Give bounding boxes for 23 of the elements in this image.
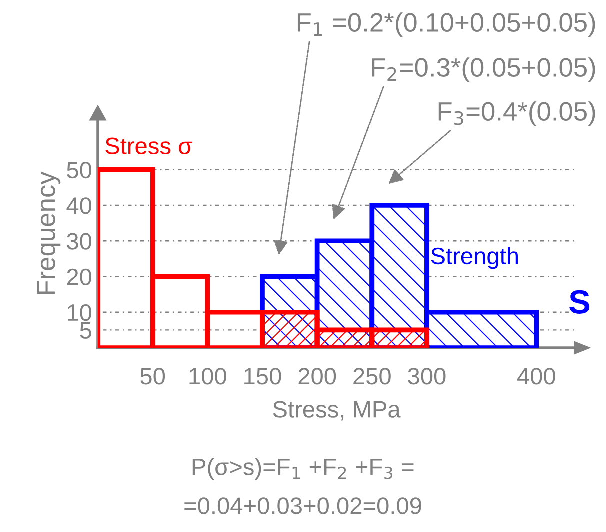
- series-label: Stress σ: [106, 138, 192, 155]
- annotation: F$_{3}$=0.4*(0.05): [438, 102, 596, 126]
- text: F$_{1}$ =0.2*(0.10+0.05+0.05): [298, 12, 596, 38]
- y-tick-label: 5: [80, 322, 92, 339]
- text: P(σ>s)=F$_{1}$ +F$_{2}$ +F$_{3}$ =: [192, 458, 414, 480]
- y-tick-label: 10: [68, 304, 92, 322]
- x-axis-title: Stress, MPa: [273, 401, 401, 421]
- y-tick-label: 40: [66, 198, 92, 214]
- x-tick-label: 100: [190, 368, 226, 385]
- x-tick-label: 400: [517, 368, 556, 385]
- y-tick-label: 50: [67, 162, 92, 179]
- x-tick-label: 300: [408, 368, 446, 385]
- series-label: Strength: [431, 247, 518, 270]
- y-tick-label: 30: [67, 233, 92, 250]
- text: =0.04+0.03+0.02=0.09: [184, 498, 422, 514]
- x-tick-label: 50: [140, 368, 166, 385]
- y-tick-label: 20: [67, 268, 92, 286]
- x-tick-label: 200: [298, 368, 336, 385]
- y-axis-title: Frequency: [37, 172, 61, 294]
- text: F$_{2}$=0.3*(0.05+0.05): [372, 58, 596, 82]
- x-tick-label: 150: [244, 368, 282, 385]
- x-tick-label: 250: [354, 368, 391, 385]
- annotation: S: [570, 290, 590, 314]
